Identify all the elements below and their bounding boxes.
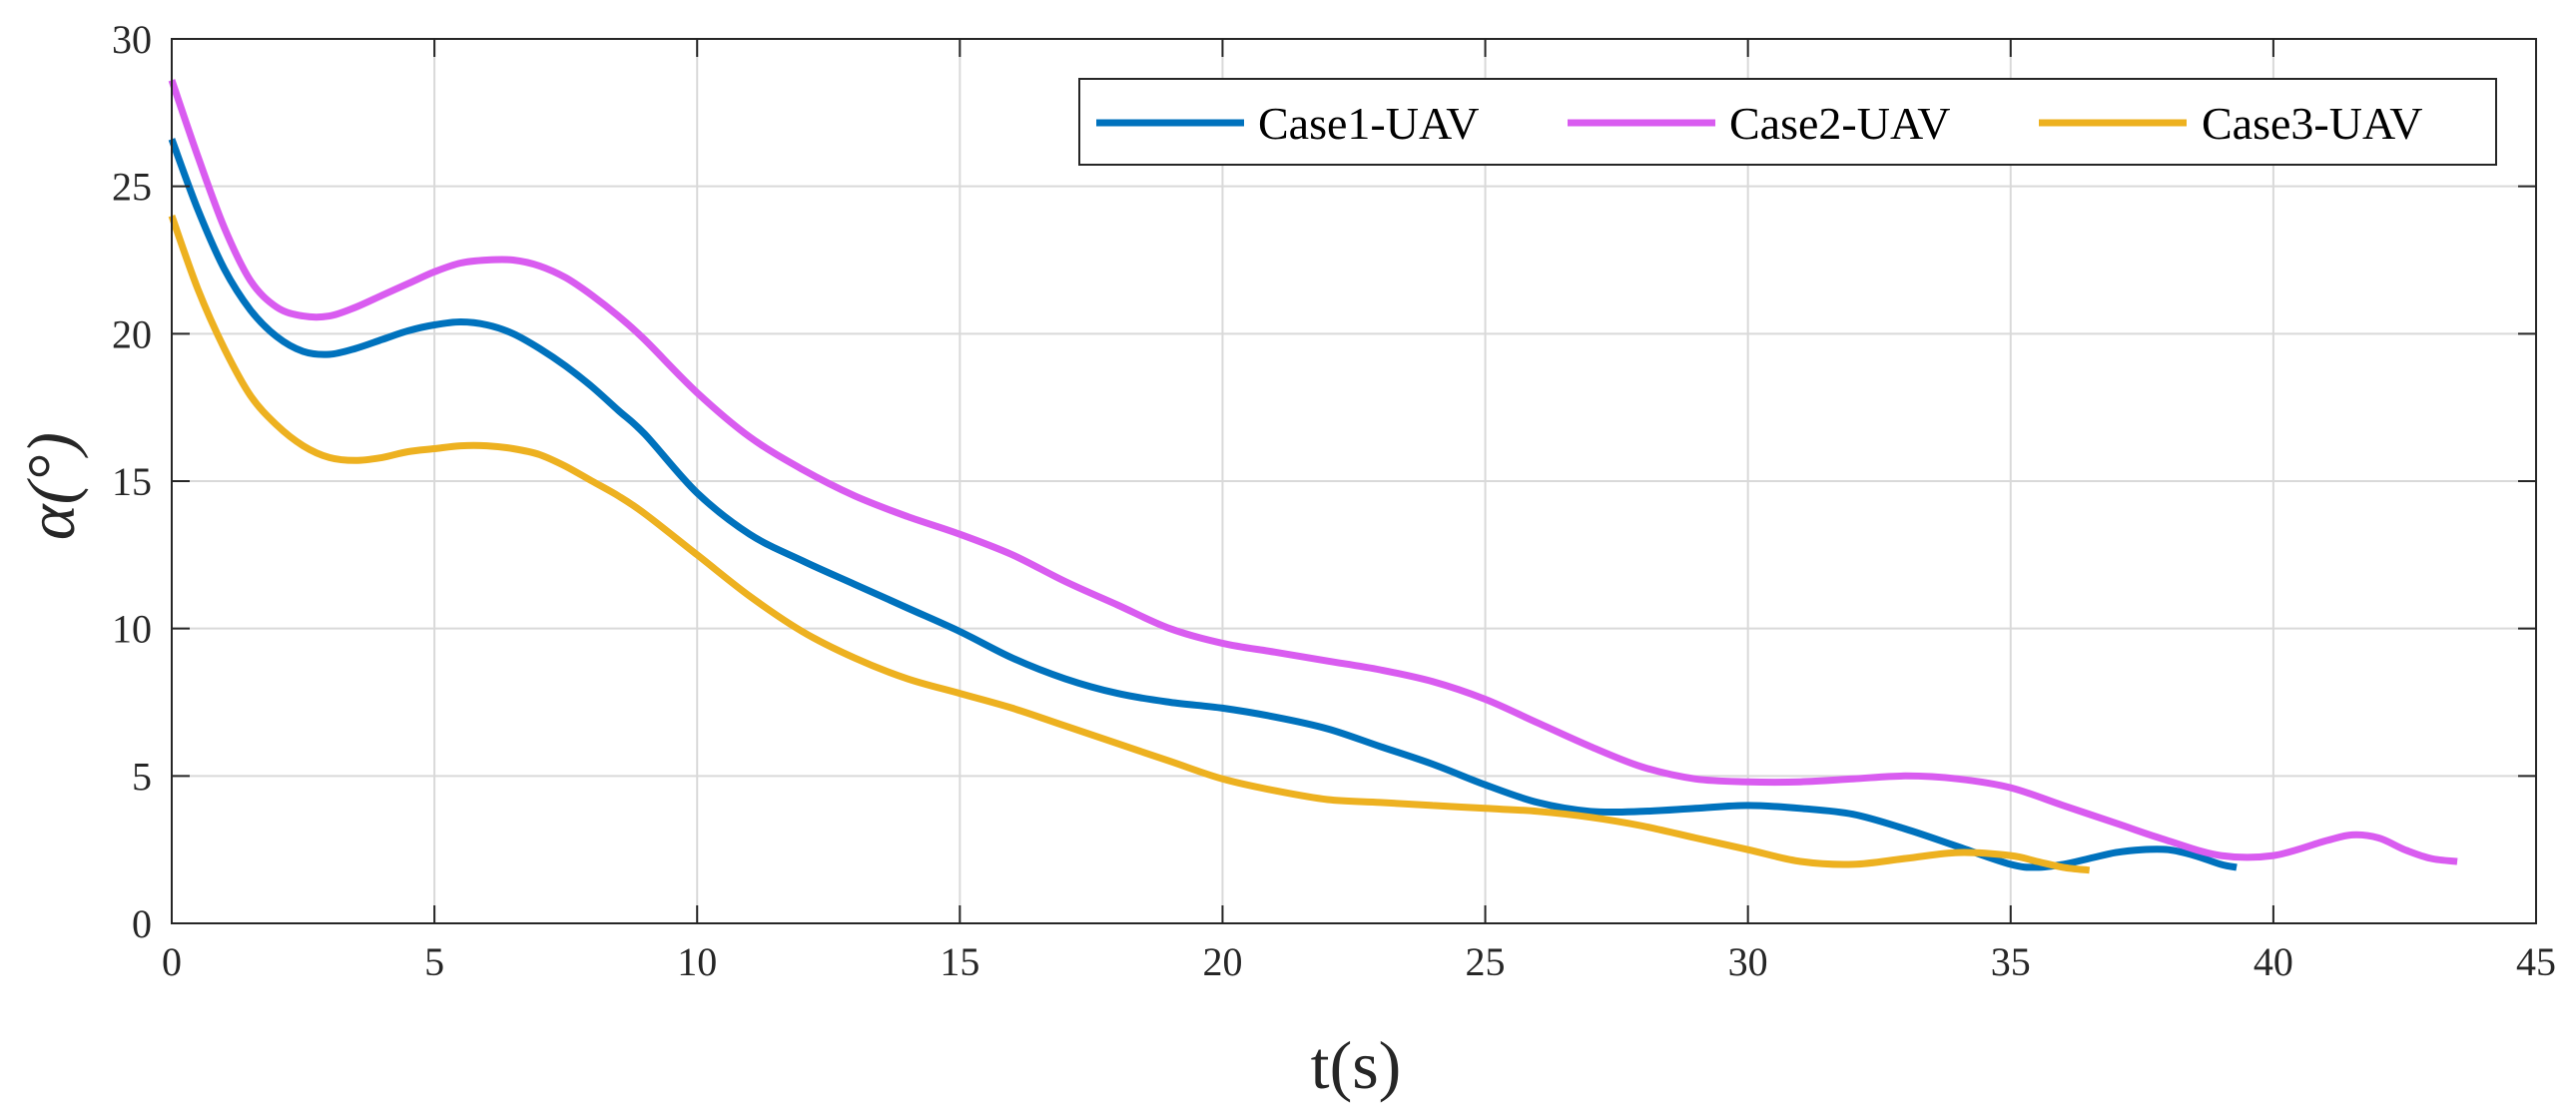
y-axis-title: α(°) bbox=[13, 432, 89, 540]
series-line-case1 bbox=[168, 138, 2238, 871]
series-line-case3 bbox=[168, 215, 2091, 874]
y-tick-label: 15 bbox=[112, 459, 152, 504]
legend-box bbox=[1078, 78, 2497, 166]
y-tick-label: 5 bbox=[132, 754, 152, 799]
x-tick-label: 5 bbox=[424, 939, 444, 984]
x-tick-label: 45 bbox=[2516, 939, 2556, 984]
legend-label-case1: Case1-UAV bbox=[1258, 98, 1479, 149]
legend: Case1-UAV Case2-UAV Case3-UAV bbox=[1078, 78, 2497, 166]
x-tick-label: 15 bbox=[940, 939, 979, 984]
series-lines bbox=[168, 79, 2458, 874]
legend-label-case2: Case2-UAV bbox=[1729, 98, 1950, 149]
y-tick-label: 10 bbox=[112, 607, 152, 652]
tick-labels: 0 5 10 15 20 25 30 35 40 45 0 5 10 15 20 25 30 bbox=[112, 17, 2556, 984]
legend-label-case3: Case3-UAV bbox=[2202, 98, 2422, 149]
y-tick-label: 25 bbox=[112, 165, 152, 210]
series-line-case2 bbox=[168, 79, 2458, 865]
y-tick-label: 30 bbox=[112, 17, 152, 62]
x-tick-label: 40 bbox=[2254, 939, 2293, 984]
x-axis-title: t(s) bbox=[1311, 1027, 1402, 1103]
y-tick-label: 0 bbox=[132, 901, 152, 946]
y-tick-label: 20 bbox=[112, 311, 152, 356]
x-tick-label: 0 bbox=[162, 939, 182, 984]
x-tick-label: 30 bbox=[1728, 939, 1768, 984]
x-tick-label: 10 bbox=[677, 939, 717, 984]
axis-ticks bbox=[171, 38, 2537, 924]
x-tick-label: 20 bbox=[1202, 939, 1242, 984]
x-tick-label: 25 bbox=[1466, 939, 1506, 984]
x-tick-label: 35 bbox=[1991, 939, 2031, 984]
